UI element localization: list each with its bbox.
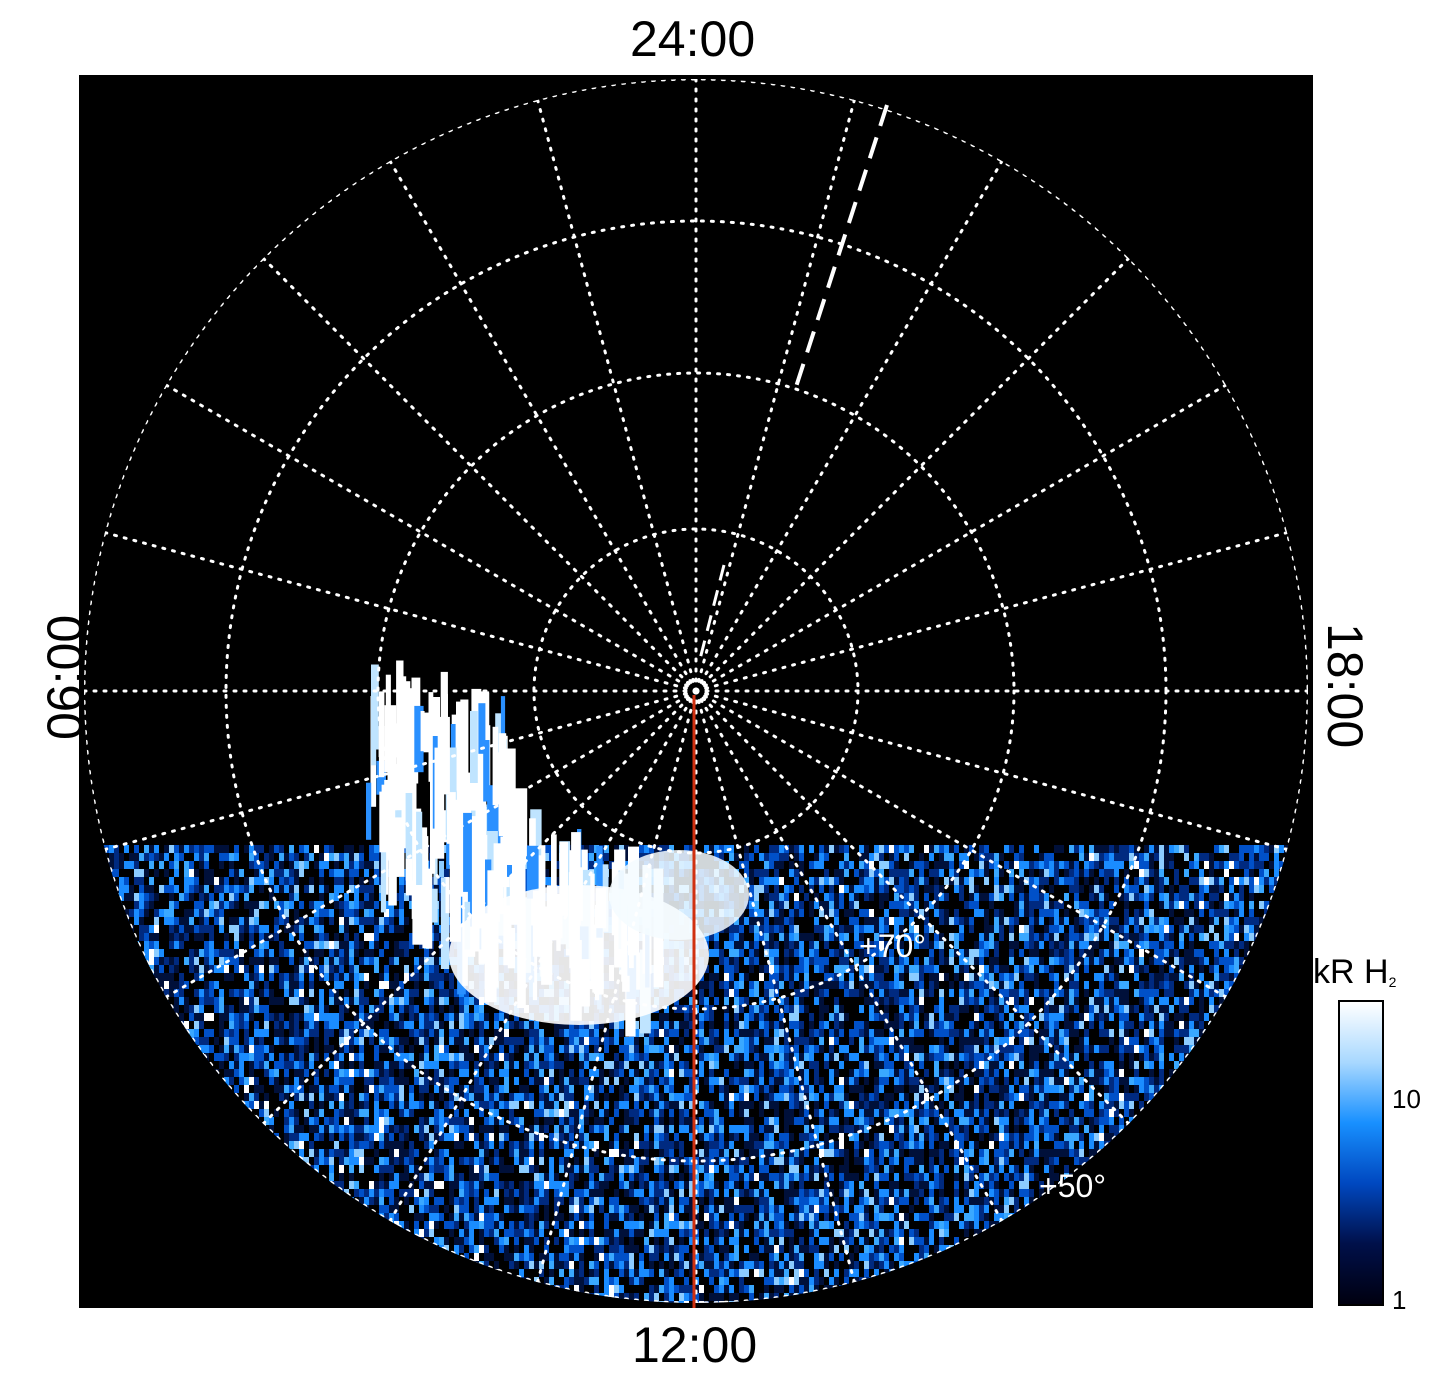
latitude-label-70: +70° [859, 928, 926, 964]
aurora-polar-image: +70° +50° [84, 79, 1308, 1308]
colorbar [1338, 1000, 1384, 1306]
colorbar-title: kR H2 [1313, 953, 1397, 991]
colorbar-tick-10: 10 [1392, 1084, 1421, 1114]
local-time-label-top: 24:00 [630, 11, 756, 67]
pole-marker [683, 678, 709, 704]
dashed-meridian-inner [697, 564, 726, 664]
aurora-emission-map [84, 79, 1308, 1303]
polar-projection-plot: +70° +50° [79, 75, 1313, 1308]
local-time-label-bottom: 12:00 [632, 1317, 758, 1373]
dashed-meridian [793, 104, 889, 391]
latitude-label-50: +50° [1039, 1168, 1106, 1204]
local-time-label-right: 18:00 [1317, 623, 1373, 749]
lat-lon-grid [84, 79, 1308, 1303]
colorbar-tick-1: 1 [1392, 1285, 1407, 1315]
